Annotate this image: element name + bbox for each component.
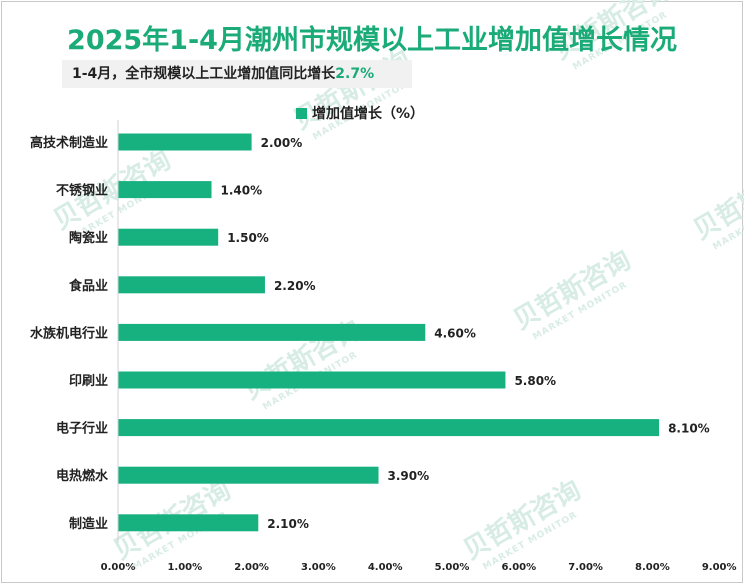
legend-swatch xyxy=(296,107,307,119)
x-tick-label: 9.00% xyxy=(702,562,737,573)
data-label: 2.20% xyxy=(274,279,316,293)
x-tick-label: 2.00% xyxy=(234,562,269,573)
bar xyxy=(118,228,219,246)
x-tick-label: 1.00% xyxy=(167,562,202,573)
legend-label: 增加值增长（%） xyxy=(312,106,425,122)
subtitle-text: 1-4月，全市规模以上工业增加值同比增长 xyxy=(72,66,336,82)
chart-title: 2025年1-4月潮州市规模以上工业增加值增长情况 xyxy=(67,25,677,56)
subtitle-box: 1-4月，全市规模以上工业增加值同比增长2.7% xyxy=(62,60,412,88)
category-label: 食品业 xyxy=(69,278,108,294)
x-tick-label: 8.00% xyxy=(635,562,670,573)
category-label: 不锈钢业 xyxy=(56,183,108,199)
bar xyxy=(118,466,379,484)
data-label: 2.10% xyxy=(267,517,309,531)
x-tick-label: 0.00% xyxy=(101,562,136,573)
data-label: 8.10% xyxy=(668,422,710,436)
legend: 增加值增长（%） xyxy=(296,104,424,122)
bar xyxy=(118,514,259,532)
x-axis: 0.00% 1.00% 2.00% 3.00% 4.00% 5.00% 6.00% 7.00%… xyxy=(101,120,737,573)
x-tick-label: 7.00% xyxy=(568,562,603,573)
bar xyxy=(118,371,506,389)
x-tick-label: 5.00% xyxy=(435,562,470,573)
data-label: 2.00% xyxy=(261,136,303,150)
category-label: 陶瓷业 xyxy=(69,230,108,246)
data-label: 1.50% xyxy=(227,231,269,245)
x-tick-label: 4.00% xyxy=(368,562,403,573)
category-label: 制造业 xyxy=(69,516,108,532)
data-label: 1.40% xyxy=(221,184,263,198)
category-label: 水族机电行业 xyxy=(30,325,108,341)
x-tick-label: 6.00% xyxy=(501,562,536,573)
bar xyxy=(118,181,212,199)
bar xyxy=(118,323,426,341)
category-label: 印刷业 xyxy=(69,373,108,389)
bar xyxy=(118,419,660,437)
bar xyxy=(118,276,265,294)
bar xyxy=(118,133,252,151)
category-label: 电子行业 xyxy=(56,421,108,437)
data-label: 3.90% xyxy=(388,469,430,483)
x-tick-label: 3.00% xyxy=(301,562,336,573)
data-label: 5.80% xyxy=(514,374,556,388)
subtitle-highlight: 2.7% xyxy=(335,66,375,82)
category-label: 高技术制造业 xyxy=(30,135,108,151)
data-label: 4.60% xyxy=(434,326,476,340)
category-label: 电热燃水 xyxy=(56,468,109,484)
bar-layer: 高技术制造业 2.00% 不锈钢业 1.40% 陶瓷业 1.50% 食品业 2.20% 水族机电… xyxy=(30,133,710,532)
